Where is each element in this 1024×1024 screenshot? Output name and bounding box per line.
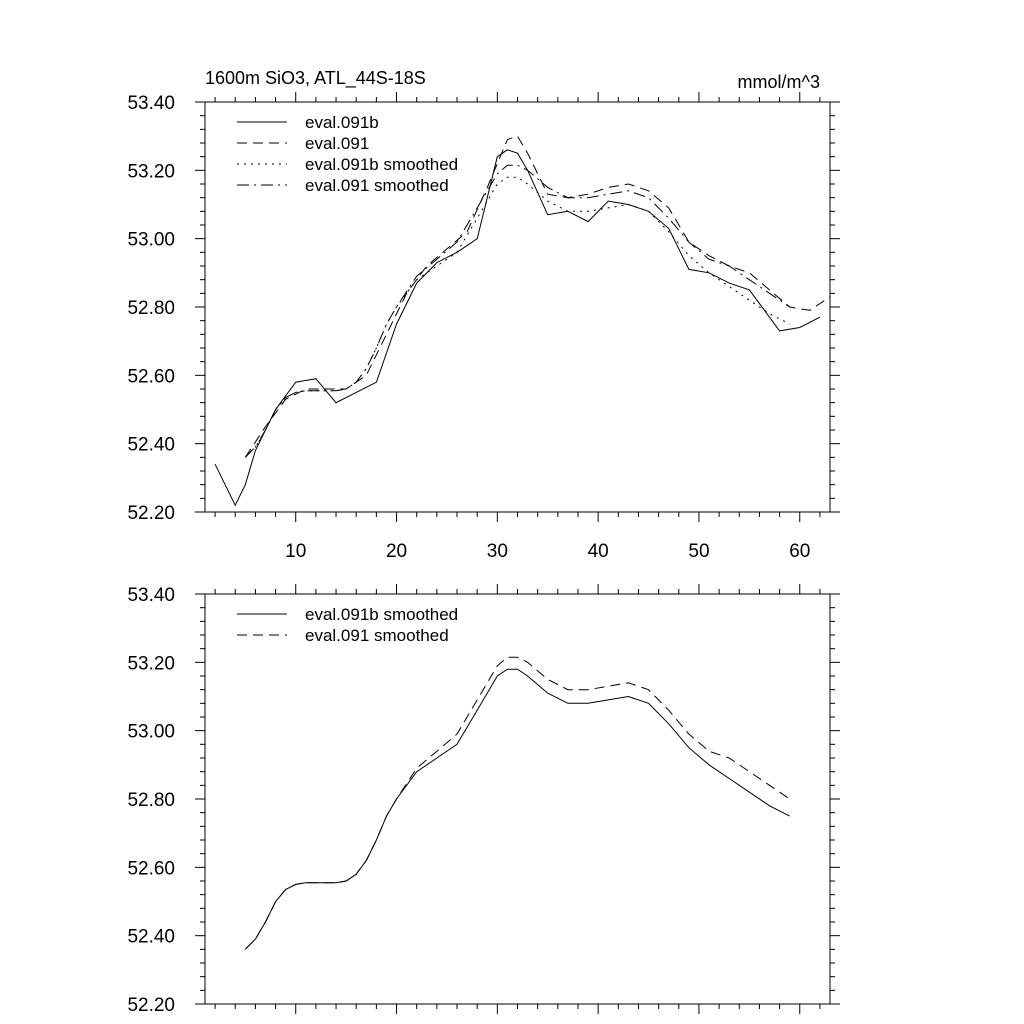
legend-entry: eval.091 smoothed bbox=[305, 626, 449, 645]
y-tick-label: 52.60 bbox=[127, 858, 175, 879]
y-tick-label: 52.80 bbox=[127, 298, 175, 319]
y-tick-label: 52.20 bbox=[127, 503, 175, 524]
y-tick-label: 52.40 bbox=[127, 927, 175, 948]
y-tick-label: 53.40 bbox=[127, 585, 175, 606]
x-tick-label: 60 bbox=[789, 541, 810, 562]
x-tick-label: 40 bbox=[588, 541, 609, 562]
y-tick-label: 52.20 bbox=[127, 995, 175, 1016]
chart-panel-2: 52.20 52.40 52.60 52.80 53.00 53.20 53.40 eval.… bbox=[127, 584, 840, 1016]
x-tick-label: 30 bbox=[487, 541, 508, 562]
x-tick-label: 10 bbox=[285, 541, 306, 562]
series-line-eval-091b bbox=[214, 149, 821, 507]
legend-entry: eval.091b smoothed bbox=[305, 155, 458, 174]
y-tick-label: 53.20 bbox=[127, 653, 175, 674]
series-line-eval-091-smoothed bbox=[244, 656, 790, 950]
x-tick-label: 20 bbox=[386, 541, 407, 562]
y-tick-label: 52.80 bbox=[127, 790, 175, 811]
legend-entry: eval.091b bbox=[305, 113, 379, 132]
series-line-eval-091-smoothed bbox=[244, 164, 790, 458]
y-tick-label: 53.40 bbox=[127, 93, 175, 114]
series-line-eval-091b-smoothed bbox=[244, 176, 790, 458]
chart-panel-1: 10 20 30 40 50 60 52.20 52.40 52.60 52.80 53.00 53.… bbox=[127, 68, 840, 562]
x-tick-label: 50 bbox=[688, 541, 709, 562]
legend-entry: eval.091 bbox=[305, 134, 369, 153]
y-tick-label: 53.00 bbox=[127, 230, 175, 251]
y-tick-label: 53.00 bbox=[127, 722, 175, 743]
y-tick-label: 52.40 bbox=[127, 435, 175, 456]
y-tick-label: 53.20 bbox=[127, 161, 175, 182]
y-tick-label: 52.60 bbox=[127, 366, 175, 387]
legend-entry: eval.091 smoothed bbox=[305, 176, 449, 195]
series-line-eval-091b-smoothed bbox=[244, 668, 790, 950]
plot-frame bbox=[204, 593, 831, 1005]
units-label: mmol/m^3 bbox=[738, 72, 820, 92]
chart-title: 1600m SiO3, ATL_44S-18S bbox=[205, 68, 426, 89]
legend-entry: eval.091b smoothed bbox=[305, 605, 458, 624]
plot-frame bbox=[204, 101, 831, 513]
